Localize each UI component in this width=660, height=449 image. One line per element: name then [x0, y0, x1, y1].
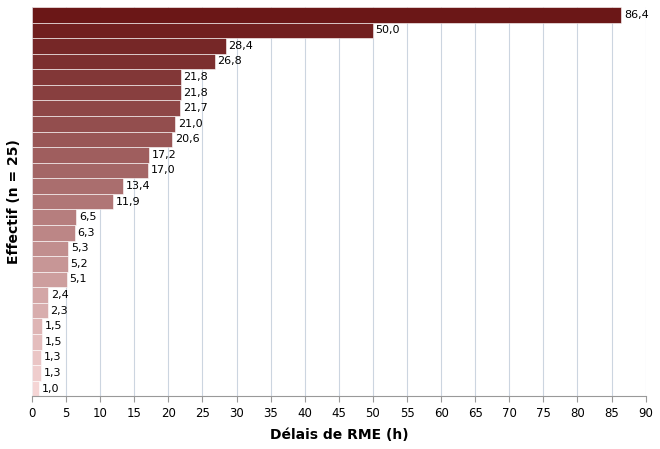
Text: 2,3: 2,3	[50, 306, 68, 316]
Y-axis label: Effectif (n = 25): Effectif (n = 25)	[7, 139, 21, 264]
Bar	[32, 209, 77, 225]
Bar	[32, 350, 41, 365]
Bar	[32, 101, 180, 116]
Text: 20,6: 20,6	[175, 134, 200, 144]
Text: 2,4: 2,4	[51, 290, 69, 300]
Text: 13,4: 13,4	[126, 181, 150, 191]
Bar	[32, 287, 48, 303]
Bar	[32, 225, 75, 241]
Text: 1,0: 1,0	[42, 383, 59, 393]
Bar	[32, 116, 175, 132]
Bar	[32, 69, 181, 85]
Text: 1,3: 1,3	[44, 368, 61, 378]
Bar	[32, 272, 67, 287]
Text: 86,4: 86,4	[624, 10, 649, 20]
Text: 5,3: 5,3	[71, 243, 88, 253]
Bar	[32, 256, 67, 272]
Text: 11,9: 11,9	[116, 197, 141, 207]
Text: 17,0: 17,0	[150, 166, 176, 176]
Bar	[32, 132, 172, 147]
Bar	[32, 7, 621, 22]
Bar	[32, 365, 41, 381]
Bar	[32, 38, 226, 54]
Bar	[32, 318, 42, 334]
Text: 28,4: 28,4	[228, 41, 253, 51]
Text: 21,0: 21,0	[178, 119, 203, 129]
Text: 5,2: 5,2	[70, 259, 88, 269]
Bar	[32, 334, 42, 350]
Text: 21,8: 21,8	[183, 72, 208, 82]
Text: 21,7: 21,7	[183, 103, 207, 113]
Text: 21,8: 21,8	[183, 88, 208, 97]
Bar	[32, 303, 48, 318]
X-axis label: Délais de RME (h): Délais de RME (h)	[269, 428, 408, 442]
Bar	[32, 147, 149, 163]
Bar	[32, 194, 113, 209]
Text: 1,5: 1,5	[45, 337, 63, 347]
Bar	[32, 163, 148, 178]
Text: 6,5: 6,5	[79, 212, 96, 222]
Bar	[32, 22, 373, 38]
Bar	[32, 178, 123, 194]
Bar	[32, 85, 181, 101]
Text: 5,1: 5,1	[69, 274, 87, 285]
Bar	[32, 241, 68, 256]
Text: 6,3: 6,3	[78, 228, 95, 238]
Bar	[32, 54, 215, 69]
Text: 50,0: 50,0	[376, 25, 400, 35]
Text: 17,2: 17,2	[152, 150, 177, 160]
Text: 26,8: 26,8	[218, 57, 242, 66]
Text: 1,3: 1,3	[44, 352, 61, 362]
Text: 1,5: 1,5	[45, 321, 63, 331]
Bar	[32, 381, 39, 396]
